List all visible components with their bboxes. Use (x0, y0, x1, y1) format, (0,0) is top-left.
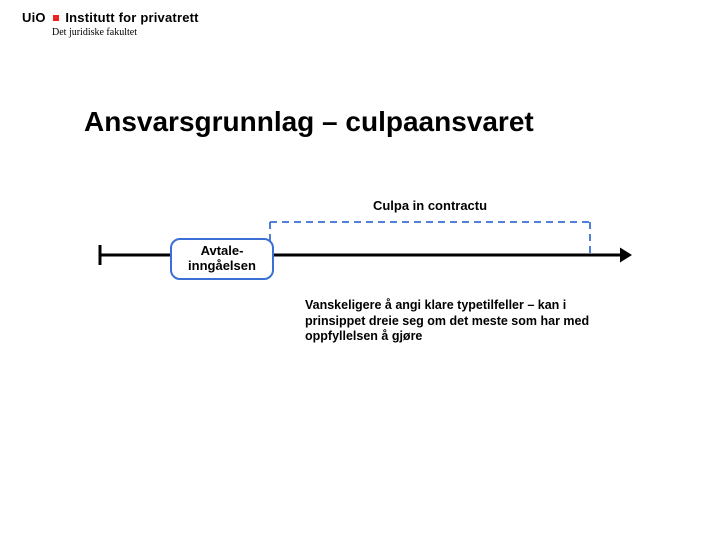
avtale-line2: inngåelsen (172, 259, 272, 274)
culpa-label: Culpa in contractu (350, 198, 510, 213)
uio-logo: UiO Institutt for privatrett Det juridis… (22, 10, 199, 38)
logo-institute: Institutt for privatrett (65, 10, 198, 25)
logo-uio: UiO (22, 10, 46, 25)
timeline-arrow-icon (620, 248, 632, 263)
description-text: Vanskeligere å angi klare typetilfeller … (305, 298, 615, 345)
logo-separator-icon (53, 15, 59, 21)
timeline-diagram (0, 0, 720, 540)
logo-faculty: Det juridiske fakultet (52, 27, 199, 38)
logo-line1: UiO Institutt for privatrett (22, 10, 199, 25)
avtale-line1: Avtale- (172, 244, 272, 259)
culpa-region (270, 222, 590, 255)
slide-title: Ansvarsgrunnlag – culpaansvaret (84, 106, 534, 138)
avtale-box: Avtale- inngåelsen (170, 238, 274, 280)
